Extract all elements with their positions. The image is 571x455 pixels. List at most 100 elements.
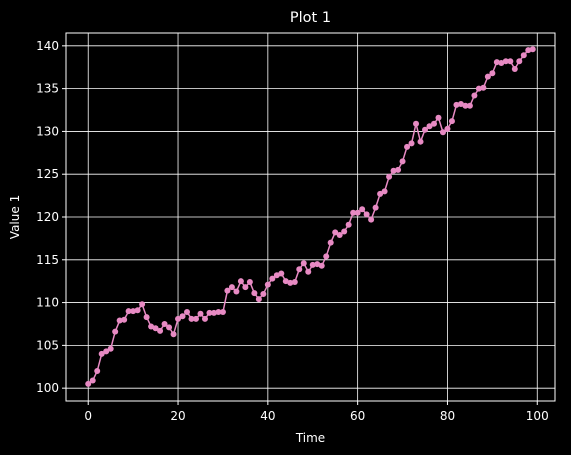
data-point	[525, 47, 532, 54]
series-layer	[85, 46, 536, 387]
data-point	[116, 317, 123, 324]
data-point	[134, 307, 141, 314]
x-tick-label: 0	[84, 409, 92, 423]
data-point	[107, 345, 114, 352]
data-point	[125, 308, 132, 315]
x-tick-label: 60	[350, 409, 365, 423]
data-point	[157, 327, 164, 334]
x-tick-label: 80	[440, 409, 455, 423]
data-point	[448, 118, 455, 125]
data-point	[354, 209, 361, 216]
x-tick-label: 20	[170, 409, 185, 423]
data-point	[139, 301, 146, 308]
data-point	[413, 120, 420, 127]
x-tick-label: 100	[526, 409, 549, 423]
data-point	[511, 65, 518, 72]
data-point	[323, 253, 330, 260]
data-point	[260, 291, 267, 298]
y-axis-label: Value 1	[8, 195, 22, 239]
data-point	[363, 211, 370, 218]
y-tick-label: 100	[36, 381, 59, 395]
data-point	[359, 206, 366, 213]
data-point	[516, 58, 523, 65]
data-point	[520, 52, 527, 59]
data-point	[318, 262, 325, 269]
x-axis-ticks: 0 20 40 60 80 100	[84, 401, 549, 423]
y-tick-label: 105	[36, 338, 59, 352]
data-point	[215, 308, 222, 315]
data-point	[444, 125, 451, 132]
data-point	[89, 377, 96, 384]
data-point	[233, 288, 240, 295]
data-point	[439, 129, 446, 136]
data-point	[296, 266, 303, 273]
data-point	[381, 188, 388, 195]
data-point	[112, 328, 119, 335]
data-point	[206, 309, 213, 316]
y-tick-label: 140	[36, 39, 59, 53]
data-point	[462, 102, 469, 109]
data-point	[377, 190, 384, 197]
y-tick-label: 130	[36, 124, 59, 138]
data-point	[529, 46, 536, 53]
data-point	[130, 308, 137, 315]
data-point	[291, 279, 298, 286]
data-point	[224, 287, 231, 294]
data-point	[430, 120, 437, 127]
data-point	[395, 166, 402, 173]
data-point	[188, 315, 195, 322]
data-point	[184, 308, 191, 315]
data-point	[372, 204, 379, 211]
data-point	[404, 143, 411, 150]
data-point	[305, 268, 312, 275]
data-point	[327, 239, 334, 246]
data-point	[251, 290, 258, 297]
data-point	[368, 216, 375, 223]
data-point	[350, 209, 357, 216]
data-point	[210, 309, 217, 316]
data-point	[121, 316, 128, 323]
data-point	[143, 314, 150, 321]
data-point	[386, 173, 393, 180]
data-point	[103, 348, 110, 355]
chart-title: Plot 1	[290, 10, 331, 26]
data-point	[422, 126, 429, 133]
data-point	[264, 281, 271, 288]
y-tick-label: 110	[36, 296, 59, 310]
data-point	[219, 308, 226, 315]
data-point	[179, 313, 186, 320]
data-point	[300, 260, 307, 267]
x-axis-label: Time	[295, 431, 325, 445]
data-point	[255, 296, 262, 303]
y-tick-label: 125	[36, 167, 59, 181]
data-point	[507, 58, 514, 65]
y-tick-label: 135	[36, 82, 59, 96]
data-point	[278, 270, 285, 277]
y-tick-label: 115	[36, 253, 59, 267]
data-point	[341, 228, 348, 235]
y-tick-label: 120	[36, 210, 59, 224]
data-point	[152, 325, 159, 332]
data-point	[228, 284, 235, 291]
data-point	[399, 158, 406, 165]
data-point	[197, 310, 204, 317]
data-point	[246, 279, 253, 286]
data-point	[471, 92, 478, 99]
grid-lines	[66, 33, 555, 401]
data-point	[94, 368, 101, 375]
data-point	[417, 138, 424, 145]
data-point	[475, 85, 482, 92]
data-point	[489, 70, 496, 77]
data-point	[435, 114, 442, 121]
data-point	[408, 140, 415, 147]
data-point	[237, 278, 244, 285]
data-point	[426, 123, 433, 130]
data-point	[269, 275, 276, 282]
data-point	[192, 315, 199, 322]
data-point	[170, 331, 177, 338]
data-point	[287, 279, 294, 286]
data-point	[332, 229, 339, 236]
data-point	[98, 350, 105, 357]
